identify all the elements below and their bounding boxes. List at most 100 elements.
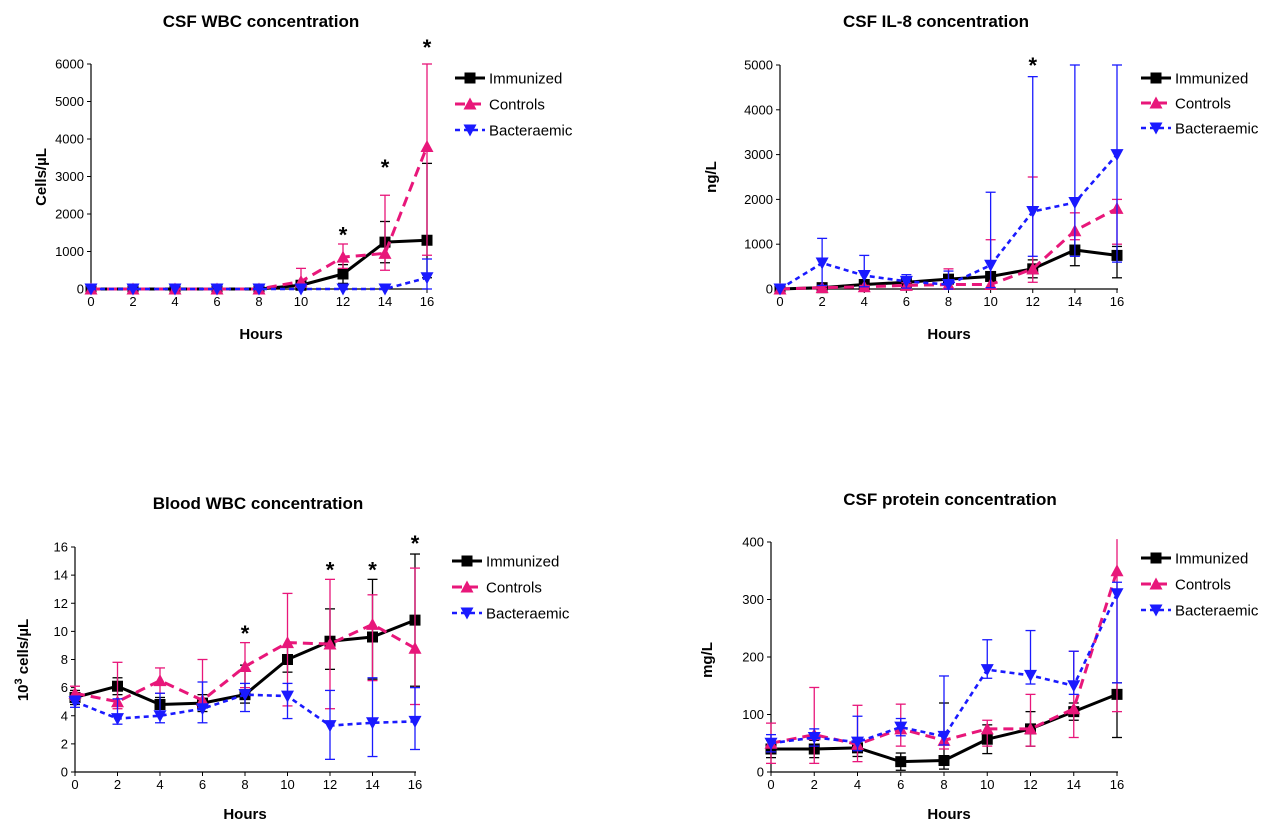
legend-label: Bacteraemic [489,123,573,140]
y-tick-label: 0 [77,282,84,297]
significance-star: * [326,558,335,583]
data-point [252,283,266,296]
y-tick-label: 200 [742,650,764,665]
data-point [1024,669,1037,682]
data-point [1024,722,1037,735]
legend-entry: Bacteraemic [452,606,570,623]
x-tick-label: 10 [294,294,308,309]
x-tick-label: 0 [776,294,783,309]
legend-entry: Immunized [452,554,559,571]
y-tick-label: 2000 [744,192,773,207]
legend-marker [1149,604,1163,617]
data-point [764,737,778,750]
data-point [408,641,422,654]
data-point [378,246,392,259]
series-line [91,276,428,291]
x-tick-label: 16 [1110,777,1124,792]
y-tick-label: 2 [61,736,68,751]
y-tick-label: 16 [54,540,68,555]
data-point [84,283,98,296]
data-point [942,279,955,292]
data-point [408,715,422,728]
legend-label: Controls [489,97,545,114]
y-tick-label: 5000 [744,58,773,73]
legend-marker [463,97,477,110]
panel-csf-il8: CSF IL-8 concentration 0 2 4 6 8 10 12 14 16 0 1000… [703,12,1259,343]
x-tick-label: 16 [420,294,434,309]
x-tick-label: 8 [940,777,947,792]
x-tick-label: 12 [1026,294,1040,309]
data-point [281,690,294,703]
data-point [1067,680,1081,693]
x-tick-label: 4 [861,294,868,309]
x-axis-label: Hours [927,326,970,343]
chart-title: CSF IL-8 concentration [843,12,1029,31]
data-point [420,140,434,152]
x-tick-label: 12 [336,294,350,309]
legend-marker [1149,122,1163,135]
legend-entry: Bacteraemic [1141,603,1259,620]
data-point [153,674,167,687]
x-tick-label: 6 [903,294,910,309]
y-tick-label: 6 [61,680,68,695]
data-point [899,275,913,288]
series-line [91,145,429,291]
x-tick-label: 8 [945,294,952,309]
significance-star: * [241,621,250,646]
data-point [126,283,140,296]
chart-title: Blood WBC concentration [153,494,364,513]
data-point [323,637,337,650]
data-point [773,283,787,296]
legend-entry: Controls [1141,96,1231,113]
data-point [938,755,950,766]
data-point [366,617,379,630]
data-point [281,636,294,649]
x-tick-label: 14 [1067,777,1081,792]
data-point [1067,702,1081,715]
data-point [815,257,829,270]
legend-marker [460,580,474,593]
x-axis-label: Hours [927,806,970,823]
data-point [336,250,350,263]
x-axis-label: Hours [239,326,282,343]
x-tick-label: 6 [213,294,220,309]
x-tick-label: 0 [87,294,94,309]
data-point [323,720,337,733]
legend-marker [1149,96,1163,109]
legend-label: Bacteraemic [1175,121,1259,138]
data-point [1110,564,1124,577]
significance-star: * [423,35,432,60]
x-tick-label: 4 [854,777,861,792]
series-immunized [85,162,433,295]
x-tick-label: 4 [171,294,178,309]
series-line [91,238,428,291]
legend-label: Immunized [489,71,562,88]
data-point [1110,149,1124,162]
panel-blood-wbc: Blood WBC concentration 0 2 4 6 8 10 12 14 16 0 2 4 6… [13,494,570,823]
y-tick-label: 6000 [55,57,84,72]
x-tick-label: 0 [767,777,774,792]
y-tick-label: 4 [61,708,68,723]
x-tick-label: 8 [241,777,248,792]
y-tick-label: 5000 [55,94,84,109]
legend-marker [1149,577,1163,590]
y-tick-label: 0 [61,765,68,780]
data-point [196,703,209,716]
y-tick-label: 400 [742,535,764,550]
data-point [1026,205,1040,218]
x-tick-label: 10 [280,777,294,792]
y-tick-label: 1000 [744,237,773,252]
data-point [895,756,907,768]
legend-entry: Bacteraemic [455,123,573,140]
legend-label: Controls [1175,577,1231,594]
x-tick-label: 8 [255,294,262,309]
data-point [68,696,82,709]
series-line [779,153,1118,291]
legend-marker [1150,72,1162,84]
significance-star: * [368,558,377,583]
legend-label: Immunized [1175,551,1248,568]
x-tick-label: 2 [819,294,826,309]
legend-label: Controls [486,580,542,597]
data-point [815,281,829,294]
